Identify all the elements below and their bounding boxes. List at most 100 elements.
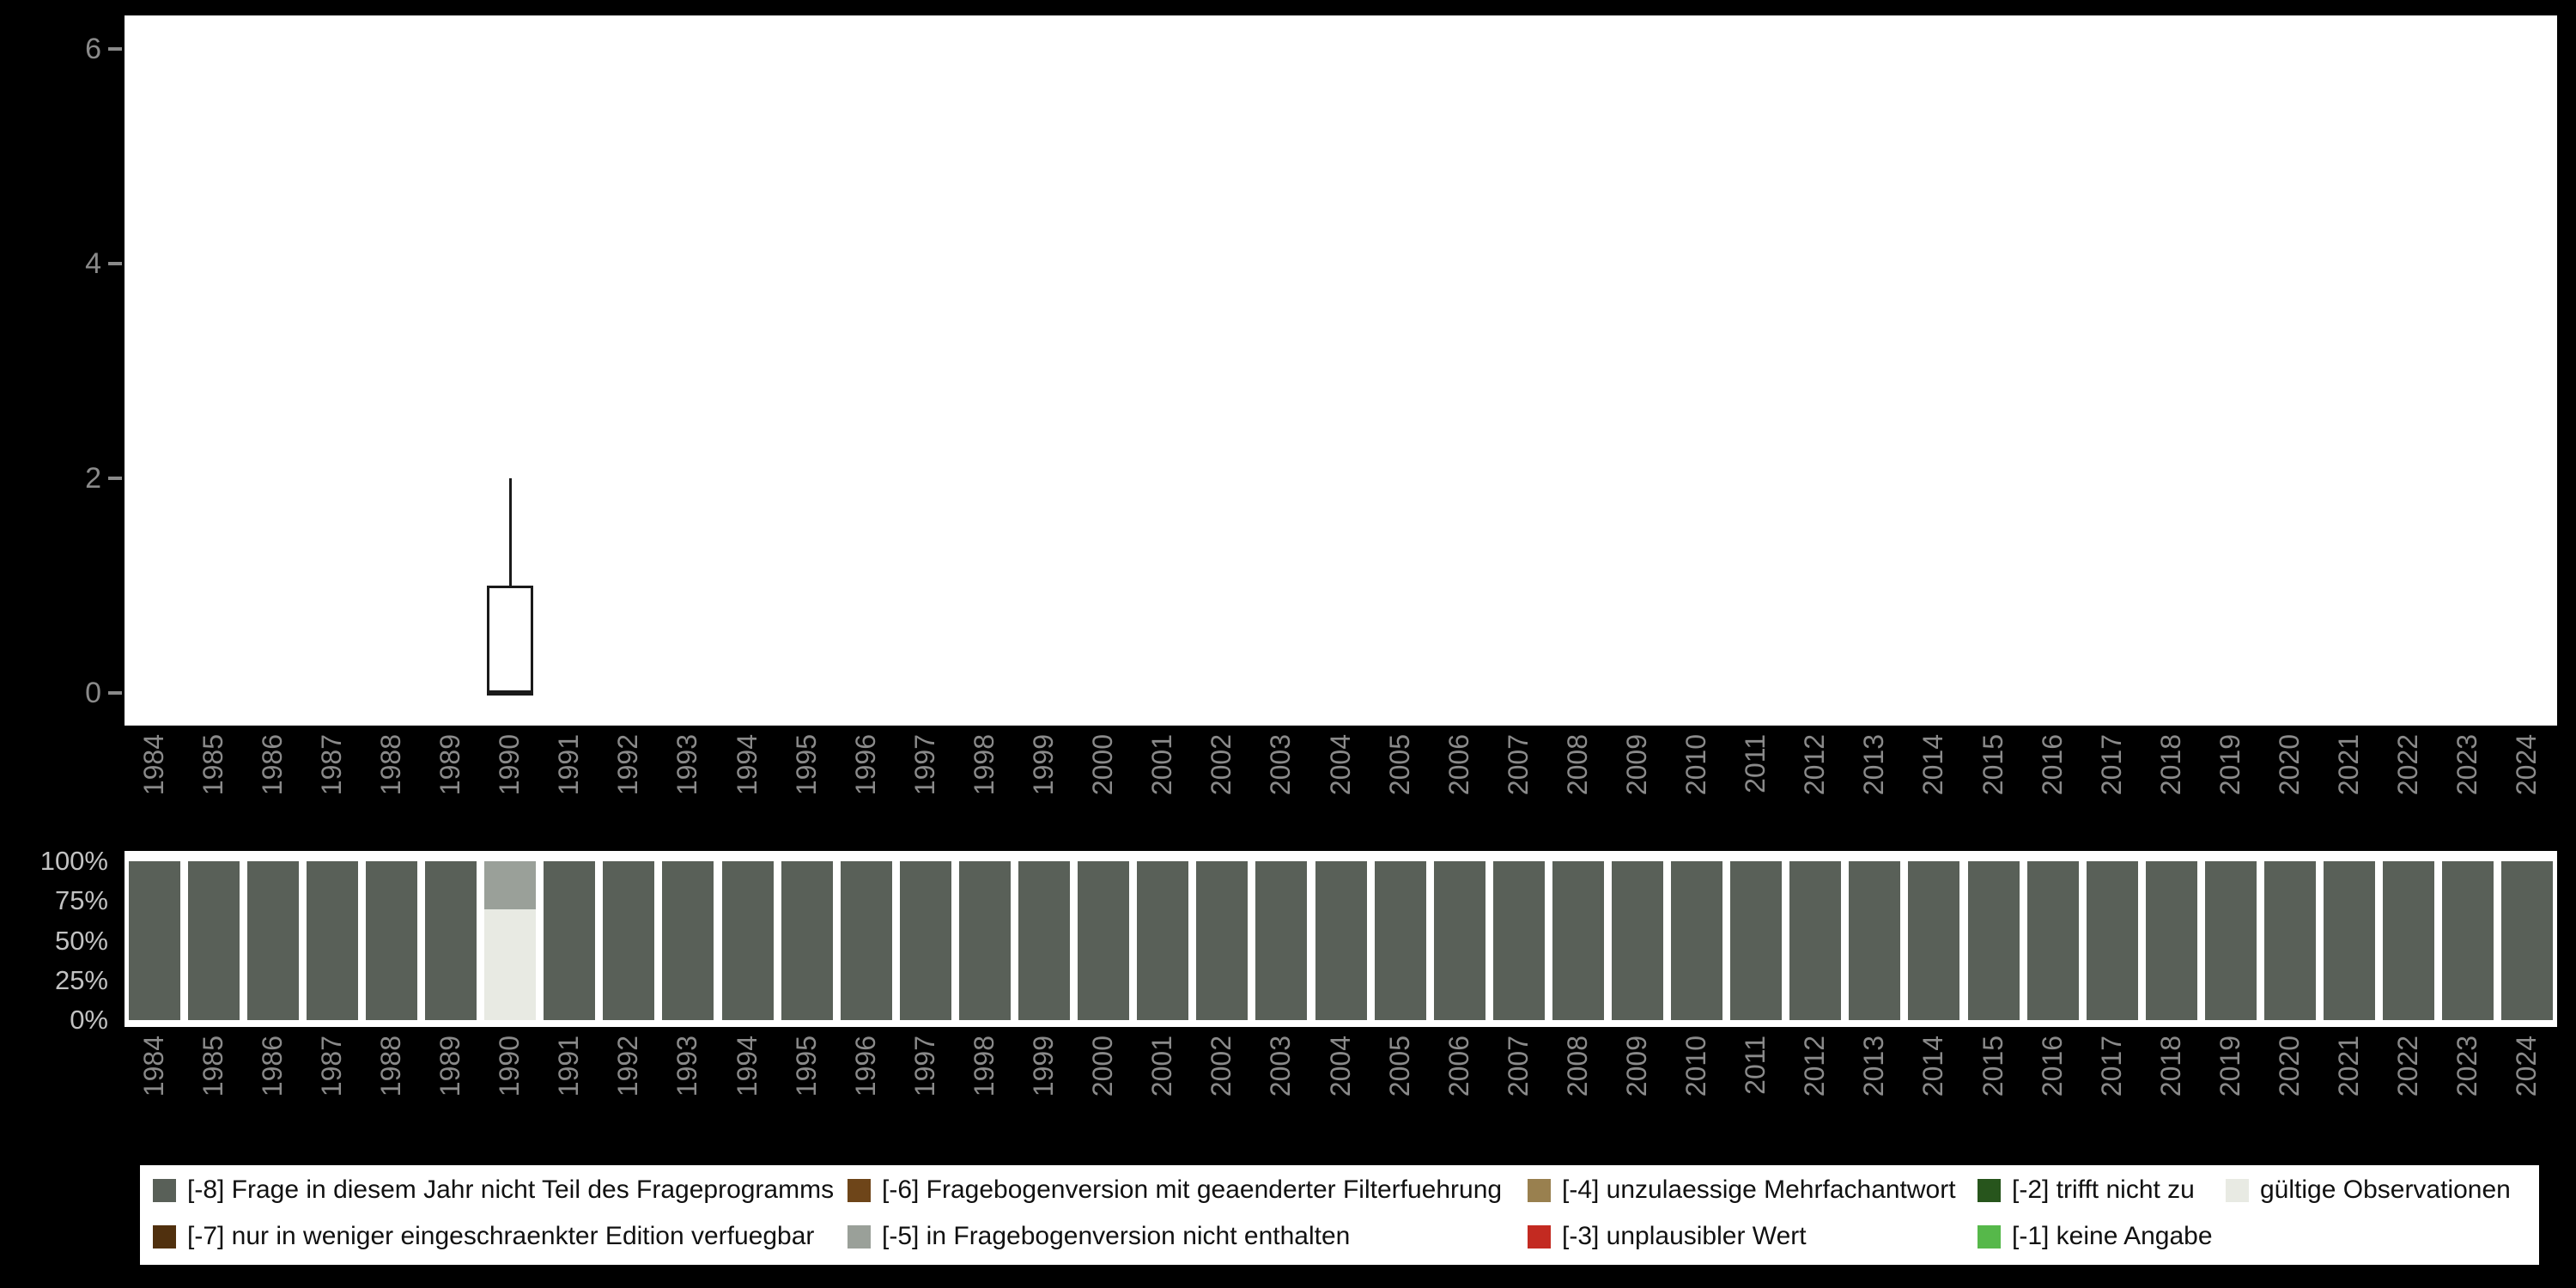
x-axis-year-label: 2009 — [1620, 1036, 1652, 1097]
pct-axis-label: 25% — [54, 964, 108, 995]
x-axis-year-label: 2015 — [1977, 1036, 2008, 1097]
x-axis-year-label: 2004 — [1324, 1036, 1356, 1097]
x-axis-year-label: 2001 — [1146, 734, 1178, 796]
bar-segment-1984--8 — [128, 861, 180, 1020]
x-axis-year-label: 2008 — [1561, 1036, 1593, 1097]
x-axis-year-label: 2019 — [2214, 1036, 2245, 1097]
pct-axis-label: 100% — [39, 846, 108, 876]
bar-segment-2020--8 — [2264, 861, 2317, 1020]
x-axis-year-label: 1998 — [968, 1036, 999, 1097]
legend-item--1: [-1] keine Angabe — [1978, 1222, 2213, 1251]
x-axis-year-label: 1993 — [671, 1036, 703, 1097]
x-axis-year-label: 1995 — [790, 1036, 822, 1097]
bar-segment-2024--8 — [2501, 861, 2554, 1020]
x-axis-year-label: 2021 — [2333, 734, 2365, 796]
x-axis-year-label: 2023 — [2451, 734, 2483, 796]
x-axis-year-label: 2002 — [1206, 734, 1237, 796]
x-axis-year-label: 2012 — [1799, 1036, 1831, 1097]
x-axis-year-label: 1985 — [197, 1036, 228, 1097]
x-axis-year-label: 1988 — [374, 734, 406, 796]
x-axis-year-label: 2010 — [1680, 1036, 1712, 1097]
x-axis-year-label: 2007 — [1502, 1036, 1534, 1097]
x-axis-year-label: 1997 — [908, 734, 940, 796]
x-axis-year-label: 1992 — [612, 1036, 644, 1097]
bar-segment-1992--8 — [603, 861, 655, 1020]
bar-segment-1993--8 — [662, 861, 714, 1020]
legend-label--7: [-7] nur in weniger eingeschraenkter Edi… — [187, 1222, 815, 1250]
bar-segment-1990--5 — [484, 861, 537, 909]
legend-item--5: [-5] in Fragebogenversion nicht enthalte… — [848, 1222, 1350, 1251]
legend-swatch--8 — [153, 1178, 176, 1202]
boxplot-panel — [125, 15, 2557, 726]
legend-swatch--7 — [153, 1224, 176, 1249]
x-axis-year-label: 2004 — [1324, 734, 1356, 796]
bar-segment-2005--8 — [1374, 861, 1426, 1020]
y-axis-tick — [108, 691, 122, 695]
x-axis-year-label: 1989 — [434, 734, 466, 796]
x-axis-year-label: 1994 — [731, 734, 762, 796]
x-axis-year-label: 1993 — [671, 734, 703, 796]
y-axis-tick — [108, 262, 122, 265]
x-axis-year-label: 2012 — [1799, 734, 1831, 796]
legend-swatch-valid — [2226, 1178, 2249, 1202]
x-axis-year-label: 2014 — [1917, 1036, 1949, 1097]
x-axis-year-label: 1995 — [790, 734, 822, 796]
x-axis-year-label: 1991 — [553, 1036, 585, 1097]
x-axis-year-label: 2003 — [1265, 734, 1297, 796]
x-axis-year-label: 2013 — [1858, 734, 1890, 796]
bar-segment-2001--8 — [1137, 861, 1189, 1020]
legend-swatch--6 — [848, 1178, 871, 1202]
bar-segment-2013--8 — [1849, 861, 1901, 1020]
legend-item-valid: gültige Observationen — [2226, 1176, 2511, 1205]
x-axis-year-label: 1990 — [494, 734, 526, 796]
x-axis-year-label: 1991 — [553, 734, 585, 796]
x-axis-year-label: 2024 — [2511, 1036, 2543, 1097]
bar-segment-1999--8 — [1018, 861, 1070, 1020]
percent-bar-panel — [125, 851, 2557, 1027]
bar-segment-1987--8 — [306, 861, 358, 1020]
legend-item--2: [-2] trifft nicht zu — [1978, 1176, 2195, 1205]
legend-item--7: [-7] nur in weniger eingeschraenkter Edi… — [153, 1222, 814, 1251]
bar-segment-2004--8 — [1315, 861, 1367, 1020]
legend-label--5: [-5] in Fragebogenversion nicht enthalte… — [882, 1222, 1351, 1250]
bar-segment-1998--8 — [958, 861, 1011, 1020]
legend-item--4: [-4] unzulaessige Mehrfachantwort — [1528, 1176, 1956, 1205]
legend-label--4: [-4] unzulaessige Mehrfachantwort — [1562, 1176, 1956, 1204]
x-axis-year-label: 2010 — [1680, 734, 1712, 796]
bar-segment-2017--8 — [2086, 861, 2138, 1020]
y-axis-label: 0 — [85, 677, 101, 709]
x-axis-year-label: 2009 — [1620, 734, 1652, 796]
x-axis-year-label: 2002 — [1206, 1036, 1237, 1097]
bar-segment-2000--8 — [1078, 861, 1130, 1020]
bar-segment-1994--8 — [721, 861, 774, 1020]
bar-segment-1989--8 — [425, 861, 477, 1020]
y-axis-tick — [108, 477, 122, 480]
bar-segment-2018--8 — [2145, 861, 2197, 1020]
x-axis-year-label: 1992 — [612, 734, 644, 796]
boxplot-median — [487, 690, 534, 696]
x-axis-year-label: 2011 — [1740, 1036, 1771, 1095]
x-axis-year-label: 1996 — [849, 1036, 881, 1097]
bar-segment-2007--8 — [1492, 861, 1545, 1020]
x-axis-year-label: 2021 — [2333, 1036, 2365, 1097]
x-axis-year-label: 2020 — [2274, 734, 2306, 796]
boxplot-upper-whisker — [508, 478, 512, 586]
x-axis-year-label: 2000 — [1087, 734, 1119, 796]
x-axis-year-label: 2019 — [2214, 734, 2245, 796]
legend-swatch--5 — [848, 1224, 871, 1249]
bar-segment-2002--8 — [1196, 861, 1249, 1020]
x-axis-year-label: 2022 — [2392, 1036, 2424, 1097]
x-axis-year-label: 1996 — [849, 734, 881, 796]
y-axis-label: 6 — [85, 33, 101, 65]
pct-axis-label: 50% — [54, 925, 108, 956]
x-axis-year-label: 1984 — [137, 1036, 169, 1097]
x-axis-year-label: 1986 — [256, 1036, 288, 1097]
y-axis-tick — [108, 47, 122, 51]
x-axis-year-label: 1989 — [434, 1036, 466, 1097]
x-axis-year-label: 2005 — [1383, 734, 1415, 796]
x-axis-year-label: 2003 — [1265, 1036, 1297, 1097]
x-axis-year-label: 1984 — [137, 734, 169, 796]
x-axis-year-label: 2008 — [1561, 734, 1593, 796]
legend-label--6: [-6] Fragebogenversion mit geaenderter F… — [882, 1176, 1503, 1204]
